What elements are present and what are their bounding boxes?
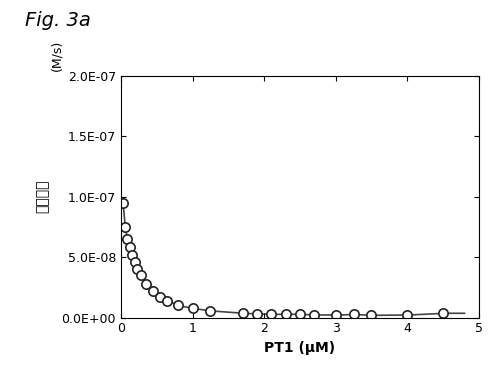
Point [349,311,357,318]
Point [238,310,246,316]
Point [134,266,142,272]
X-axis label: PT1 (μM): PT1 (μM) [264,341,336,355]
Point [332,312,340,318]
Point [131,259,139,265]
Point [296,311,304,318]
Point [253,311,261,317]
Point [163,297,171,304]
Point [137,272,145,278]
Point [188,305,197,311]
Text: (M/s): (M/s) [50,40,63,71]
Point [282,311,290,317]
Text: 残留活性: 残留活性 [35,180,49,213]
Point [367,312,375,318]
Point [142,280,150,287]
Point [267,311,275,318]
Point [156,294,164,300]
Point [121,224,130,230]
Point [125,244,134,250]
Point [403,312,411,318]
Point [439,310,447,316]
Point [310,312,318,318]
Point [123,236,132,242]
Text: Fig. 3a: Fig. 3a [25,11,91,30]
Point [174,302,182,308]
Point [149,288,157,294]
Point [119,200,127,206]
Point [206,308,214,314]
Point [128,252,136,258]
